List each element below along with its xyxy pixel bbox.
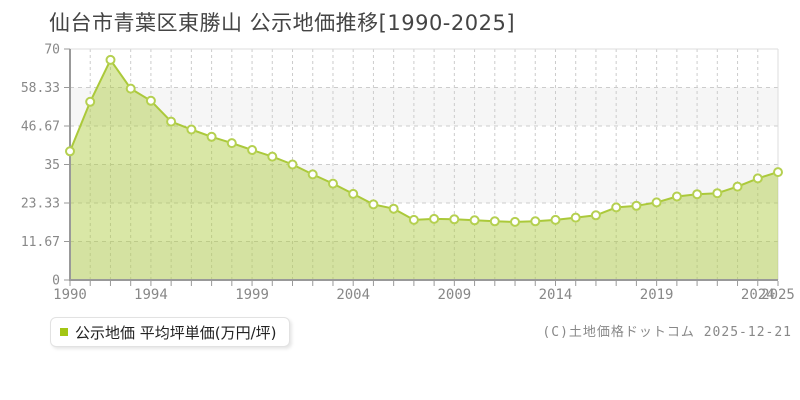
data-point-2010[interactable]	[469, 215, 480, 226]
data-point-2006[interactable]	[388, 203, 399, 214]
y-tick-label: 70	[44, 43, 60, 58]
y-tick-label: 0	[52, 274, 60, 289]
y-tick-label: 35	[44, 158, 60, 173]
data-point-2024[interactable]	[752, 173, 763, 184]
data-point-2022[interactable]	[712, 188, 723, 199]
data-point-2019[interactable]	[651, 197, 662, 208]
data-point-1994[interactable]	[145, 95, 156, 106]
data-point-2009[interactable]	[449, 214, 460, 225]
data-point-2016[interactable]	[590, 210, 601, 221]
x-tick-label: 1994	[134, 287, 168, 303]
data-point-2013[interactable]	[530, 216, 541, 227]
page-title: 仙台市青葉区東勝山 公示地価推移[1990-2025]	[49, 11, 516, 35]
data-point-2017[interactable]	[611, 202, 622, 213]
copyright-text: (C)土地価格ドットコム 2025-12-21	[542, 325, 792, 340]
x-tick-label: 1999	[235, 287, 269, 303]
x-tick-label: 2014	[539, 287, 573, 303]
data-point-2021[interactable]	[692, 189, 703, 200]
data-point-2023[interactable]	[732, 181, 743, 192]
legend-series-marker-icon	[60, 328, 68, 336]
data-point-2004[interactable]	[348, 188, 359, 199]
data-point-1991[interactable]	[85, 96, 96, 107]
x-tick-label: 1990	[53, 287, 87, 303]
x-tick-label: 2009	[437, 287, 471, 303]
y-tick-label: 23.33	[21, 197, 60, 212]
x-tick-label: 2025	[761, 287, 795, 303]
data-point-1998[interactable]	[226, 138, 237, 149]
x-tick-label: 2024	[741, 287, 775, 303]
legend: 公示地価 平均坪単価(万円/坪)	[50, 317, 290, 347]
x-tick-label: 2004	[336, 287, 370, 303]
price-area	[70, 59, 778, 281]
data-point-1999[interactable]	[247, 145, 258, 155]
data-point-1990[interactable]	[65, 146, 75, 157]
data-point-1995[interactable]	[166, 116, 177, 127]
data-point-2003[interactable]	[328, 178, 338, 189]
data-point-2020[interactable]	[671, 191, 682, 202]
plot-band	[70, 87, 778, 126]
y-tick-label: 11.67	[21, 235, 60, 250]
y-tick-label: 58.33	[21, 81, 60, 96]
data-point-1993[interactable]	[125, 83, 136, 94]
data-point-2007[interactable]	[408, 214, 419, 225]
plot-band	[70, 164, 778, 204]
y-tick-label: 46.67	[21, 119, 60, 134]
x-tick-label: 2019	[640, 287, 674, 303]
data-point-1996[interactable]	[186, 124, 197, 135]
data-point-1992[interactable]	[105, 54, 116, 65]
data-point-2005[interactable]	[368, 199, 379, 210]
data-point-2000[interactable]	[267, 151, 278, 162]
data-point-2014[interactable]	[550, 214, 561, 225]
data-point-2012[interactable]	[510, 216, 520, 227]
plot-band	[70, 241, 778, 280]
data-point-2011[interactable]	[489, 216, 500, 227]
data-point-2002[interactable]	[307, 169, 318, 180]
data-point-1997[interactable]	[206, 131, 217, 142]
data-point-2008[interactable]	[429, 213, 440, 224]
data-point-2025[interactable]	[773, 167, 783, 178]
legend-series-label: 公示地価 平均坪単価(万円/坪)	[75, 323, 277, 342]
data-point-2018[interactable]	[631, 200, 642, 211]
data-point-2001[interactable]	[287, 159, 298, 170]
data-point-2015[interactable]	[570, 212, 581, 223]
